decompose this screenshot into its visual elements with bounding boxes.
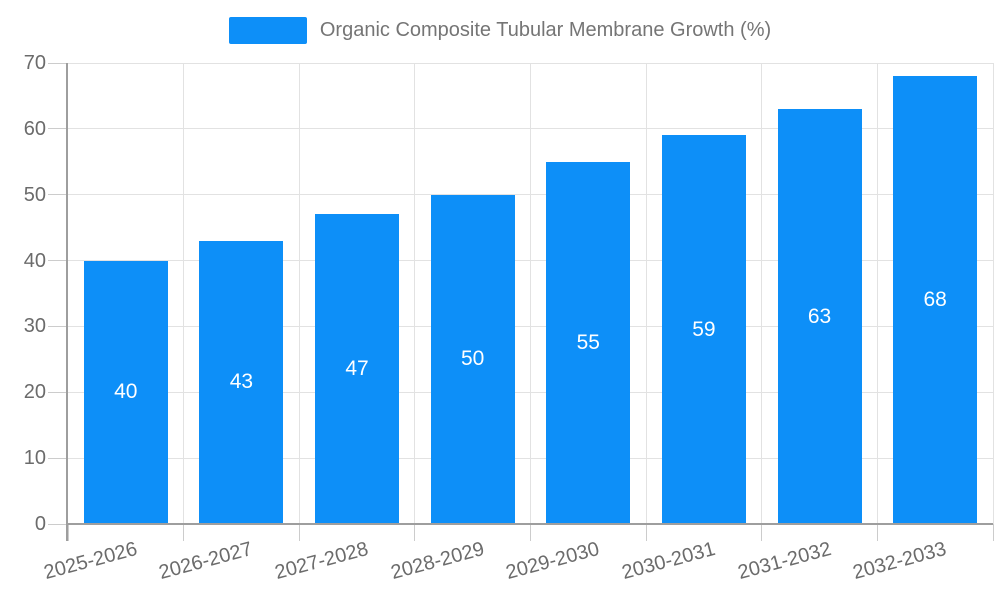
bar-value-label: 68 xyxy=(923,288,947,312)
bar-value-label: 63 xyxy=(807,304,832,328)
y-axis-tick xyxy=(48,128,68,130)
x-axis-tick xyxy=(645,524,647,541)
y-axis-tick-label: 0 xyxy=(34,513,46,535)
bar-value-label: 59 xyxy=(692,317,716,341)
y-axis-tick xyxy=(48,260,68,262)
y-axis-tick-label: 70 xyxy=(23,52,46,74)
bar[interactable] xyxy=(546,161,631,524)
x-axis-tick xyxy=(876,524,878,541)
legend-swatch[interactable] xyxy=(228,17,307,44)
bar-value-label: 43 xyxy=(229,370,254,394)
y-axis-tick-label: 30 xyxy=(23,315,46,338)
y-axis-tick xyxy=(48,325,68,327)
bar[interactable] xyxy=(83,260,168,524)
x-axis-tick xyxy=(183,524,185,541)
y-axis-tick xyxy=(48,194,68,196)
bar[interactable] xyxy=(430,194,515,524)
y-axis-tick-label: 60 xyxy=(23,117,46,140)
bar-value-label: 47 xyxy=(345,357,369,381)
y-axis-tick xyxy=(48,523,68,525)
y-axis-line xyxy=(66,63,68,541)
x-axis-tick xyxy=(67,524,69,541)
gridline-vertical xyxy=(876,63,878,524)
gridline-vertical xyxy=(298,63,300,524)
x-axis-tick xyxy=(414,524,416,541)
gridline-vertical xyxy=(761,63,763,524)
bar-value-label: 40 xyxy=(114,380,138,404)
x-axis-tick xyxy=(298,524,300,541)
legend-label[interactable]: Organic Composite Tubular Membrane Growt… xyxy=(319,19,772,41)
y-axis-tick xyxy=(48,457,68,459)
gridline-vertical xyxy=(530,63,531,524)
bar-value-label: 50 xyxy=(461,347,485,371)
y-axis-tick-label: 40 xyxy=(23,249,46,272)
bar[interactable] xyxy=(893,76,978,524)
legend: Organic Composite Tubular Membrane Growt… xyxy=(0,17,1000,44)
y-axis-tick xyxy=(48,62,68,64)
y-axis-tick-label: 50 xyxy=(23,183,46,206)
gridline-vertical xyxy=(645,63,647,524)
bar[interactable] xyxy=(777,109,862,524)
x-axis-line xyxy=(66,523,993,525)
bar-value-label: 55 xyxy=(576,330,600,354)
bar[interactable] xyxy=(199,240,284,524)
gridline-vertical xyxy=(414,63,416,524)
y-axis-tick-label: 10 xyxy=(23,447,46,470)
bar[interactable] xyxy=(661,135,746,524)
bar[interactable] xyxy=(315,214,400,524)
x-axis-tick xyxy=(530,524,531,541)
y-axis-tick-label: 20 xyxy=(23,381,46,404)
x-axis-tick xyxy=(992,524,994,541)
gridline-vertical xyxy=(992,63,994,524)
x-axis-tick xyxy=(761,524,763,541)
y-axis-tick xyxy=(48,391,68,393)
gridline-vertical xyxy=(183,63,185,524)
